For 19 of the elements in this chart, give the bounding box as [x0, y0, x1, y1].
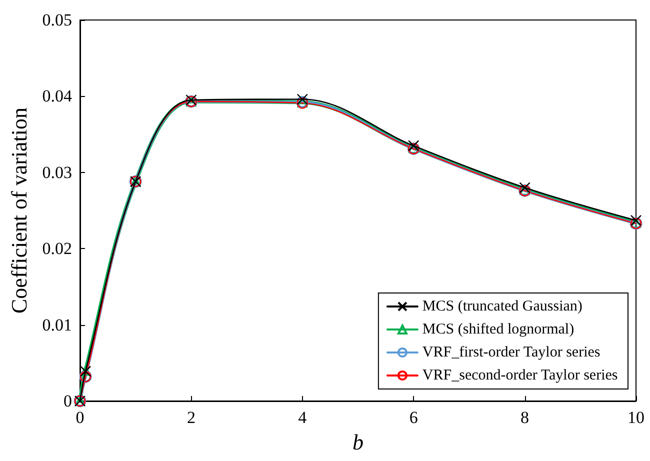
- x-tick-label: 2: [186, 408, 196, 427]
- y-tick-label: 0.02: [42, 239, 72, 258]
- legend-label: MCS (truncated Gaussian): [422, 298, 582, 314]
- y-tick-label: 0.03: [42, 162, 72, 182]
- x-axis-title: b: [352, 430, 364, 454]
- y-axis-title: Coefficient of variation: [6, 107, 32, 314]
- x-tick-label: 4: [298, 408, 308, 427]
- x-tick-label: 10: [628, 408, 644, 427]
- y-tick-label: 0.01: [42, 315, 72, 334]
- legend-label: VRF_second-order Taylor series: [422, 368, 618, 384]
- legend-label: MCS (shifted lognormal): [422, 322, 574, 338]
- y-tick-label: 0.04: [42, 86, 72, 106]
- y-tick-label: 0.05: [42, 10, 72, 30]
- y-tick-label: 0: [64, 392, 72, 410]
- x-tick-label: 6: [409, 408, 418, 427]
- x-tick-label: 0: [76, 408, 84, 427]
- point: [296, 94, 308, 105]
- legend-label: VRF_first-order Taylor series: [422, 344, 600, 360]
- x-tick-label: 8: [520, 408, 530, 427]
